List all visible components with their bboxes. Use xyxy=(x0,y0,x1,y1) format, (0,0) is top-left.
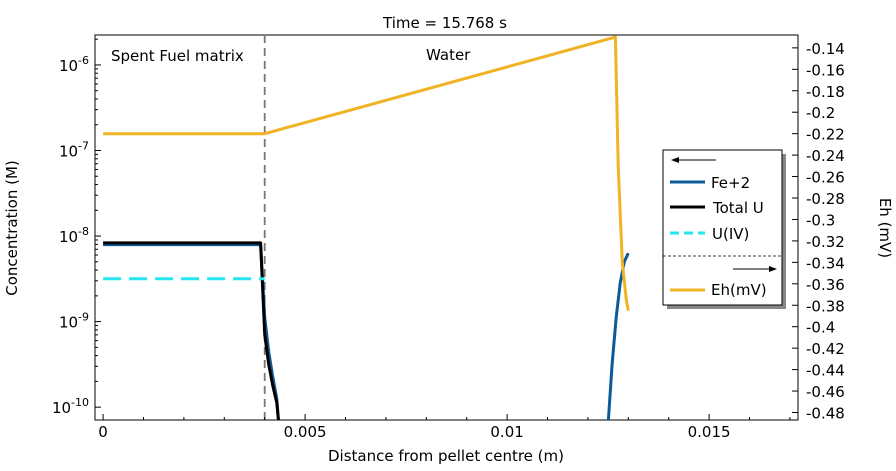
legend-box xyxy=(662,149,783,306)
region-label-water: Water xyxy=(426,46,471,64)
y-left-axis-ticks: 10-6 10-7 10-8 10-9 10-10 xyxy=(52,38,101,417)
left-arrowhead-icon xyxy=(671,157,679,163)
y-right-axis-label: Eh (mV) xyxy=(876,198,894,258)
series-line-eh-mv xyxy=(103,35,630,311)
y-right-tick-label: -0.26 xyxy=(806,169,845,187)
y-left-tick-label: 10-10 xyxy=(52,396,89,417)
legend-label-uiv: U(IV) xyxy=(712,225,749,243)
y-left-tick-label: 10-9 xyxy=(59,311,89,332)
x-tick-label: 0 xyxy=(98,423,108,441)
y-right-tick-label: -0.22 xyxy=(806,126,845,144)
y-left-tick-label: 10-7 xyxy=(59,140,89,161)
region-label-spent-fuel: Spent Fuel matrix xyxy=(111,47,244,65)
y-left-tick-label: 10-8 xyxy=(59,225,89,246)
y-right-tick-label: -0.16 xyxy=(806,61,845,79)
y-right-tick-label: -0.28 xyxy=(806,190,845,208)
y-right-axis-ticks: -0.14 -0.16 -0.18 -0.2 -0.22 -0.24 -0.26 -0.28 -… xyxy=(792,40,845,422)
y-right-tick-label: -0.3 xyxy=(806,211,835,229)
y-right-tick-label: -0.24 xyxy=(806,147,845,165)
x-axis-label: Distance from pellet centre (m) xyxy=(328,447,564,465)
y-right-tick-label: -0.32 xyxy=(806,233,845,251)
x-axis-ticks: 0 0.005 0.01 0.015 xyxy=(98,414,791,441)
x-tick-label: 0.01 xyxy=(490,423,523,441)
legend-label-eh: Eh(mV) xyxy=(711,281,767,299)
y-right-tick-label: -0.2 xyxy=(806,104,835,122)
y-right-tick-label: -0.18 xyxy=(806,83,845,101)
y-left-tick-label: 10-6 xyxy=(59,54,89,75)
legend-label-fe2: Fe+2 xyxy=(711,174,750,192)
y-right-tick-label: -0.14 xyxy=(806,40,845,58)
y-left-axis-label: Concentration (M) xyxy=(3,160,21,296)
y-right-tick-label: -0.38 xyxy=(806,297,845,315)
y-right-tick-label: -0.42 xyxy=(806,340,845,358)
y-right-tick-label: -0.34 xyxy=(806,254,845,272)
legend: Fe+2 Total U U(IV) Eh(mV) xyxy=(662,149,786,309)
chart-title: Time = 15.768 s xyxy=(382,14,507,32)
series-line-total-u xyxy=(103,241,280,420)
y-right-tick-label: -0.36 xyxy=(806,276,845,294)
series-group xyxy=(103,35,630,420)
y-right-tick-label: -0.46 xyxy=(806,383,845,401)
y-right-tick-label: -0.48 xyxy=(806,404,845,422)
right-arrowhead-icon xyxy=(769,266,777,272)
x-tick-label: 0.005 xyxy=(284,423,327,441)
y-right-tick-label: -0.44 xyxy=(806,362,845,380)
legend-label-total-u: Total U xyxy=(712,199,764,217)
y-right-tick-label: -0.4 xyxy=(806,319,835,337)
x-tick-label: 0.015 xyxy=(688,423,731,441)
